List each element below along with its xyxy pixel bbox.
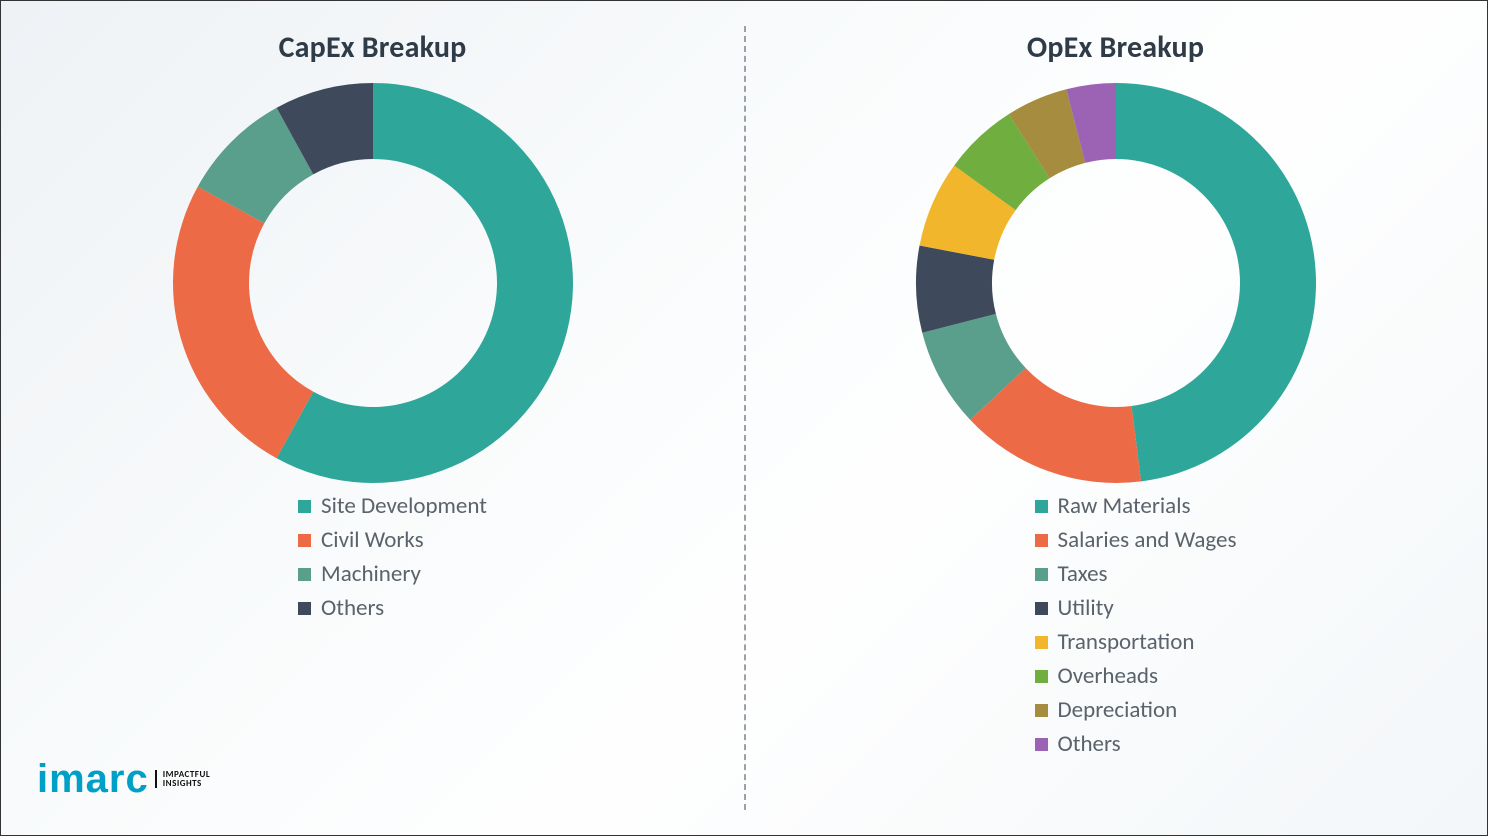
opex-legend-swatch-7 xyxy=(1035,738,1048,751)
capex-legend-label-0: Site Development xyxy=(321,492,487,520)
opex-legend-row-4: Transportation xyxy=(1035,628,1237,656)
opex-legend-label-5: Overheads xyxy=(1058,662,1158,690)
opex-legend-label-2: Taxes xyxy=(1058,560,1108,588)
capex-legend: Site Development Civil Works Machinery Othe… xyxy=(258,492,487,622)
capex-legend-swatch-0 xyxy=(298,500,311,513)
capex-panel: CapEx Breakup Site Development Civil Work… xyxy=(1,1,744,835)
opex-legend-label-7: Others xyxy=(1058,730,1121,758)
opex-legend-swatch-5 xyxy=(1035,670,1048,683)
capex-donut xyxy=(168,78,578,488)
opex-legend-row-3: Utility xyxy=(1035,594,1237,622)
brand-logo-tagline: IMPACTFUL INSIGHTS xyxy=(155,770,210,789)
opex-legend-row-0: Raw Materials xyxy=(1035,492,1237,520)
brand-logo: imarc IMPACTFUL INSIGHTS xyxy=(37,759,210,799)
capex-title: CapEx Breakup xyxy=(279,29,467,66)
opex-donut xyxy=(911,78,1321,488)
opex-legend-label-6: Depreciation xyxy=(1058,696,1178,724)
opex-legend-row-6: Depreciation xyxy=(1035,696,1237,724)
capex-legend-label-3: Others xyxy=(321,594,384,622)
opex-legend-row-7: Others xyxy=(1035,730,1237,758)
brand-logo-text: imarc xyxy=(37,759,149,799)
opex-legend-row-5: Overheads xyxy=(1035,662,1237,690)
opex-legend-swatch-2 xyxy=(1035,568,1048,581)
opex-donut-svg xyxy=(911,78,1321,488)
capex-legend-swatch-2 xyxy=(298,568,311,581)
opex-legend-label-4: Transportation xyxy=(1058,628,1195,656)
opex-legend: Raw Materials Salaries and Wages Taxes Util… xyxy=(995,492,1237,758)
opex-legend-row-2: Taxes xyxy=(1035,560,1237,588)
capex-legend-row-2: Machinery xyxy=(298,560,487,588)
tagline-line2: INSIGHTS xyxy=(163,778,202,789)
opex-legend-swatch-3 xyxy=(1035,602,1048,615)
capex-legend-row-0: Site Development xyxy=(298,492,487,520)
opex-title: OpEx Breakup xyxy=(1027,29,1204,66)
capex-legend-swatch-1 xyxy=(298,534,311,547)
panel-divider xyxy=(744,26,746,810)
capex-legend-label-2: Machinery xyxy=(321,560,421,588)
opex-slice-0 xyxy=(1116,83,1316,481)
opex-panel: OpEx Breakup Raw Materials Salaries and W… xyxy=(744,1,1487,835)
capex-legend-swatch-3 xyxy=(298,602,311,615)
capex-legend-label-1: Civil Works xyxy=(321,526,424,554)
capex-slice-1 xyxy=(173,187,313,459)
opex-legend-label-3: Utility xyxy=(1058,594,1114,622)
opex-legend-label-0: Raw Materials xyxy=(1058,492,1191,520)
opex-legend-label-1: Salaries and Wages xyxy=(1058,526,1237,554)
opex-legend-swatch-6 xyxy=(1035,704,1048,717)
opex-legend-row-1: Salaries and Wages xyxy=(1035,526,1237,554)
capex-legend-row-1: Civil Works xyxy=(298,526,487,554)
capex-donut-svg xyxy=(168,78,578,488)
opex-legend-swatch-0 xyxy=(1035,500,1048,513)
opex-legend-swatch-4 xyxy=(1035,636,1048,649)
opex-legend-swatch-1 xyxy=(1035,534,1048,547)
capex-legend-row-3: Others xyxy=(298,594,487,622)
